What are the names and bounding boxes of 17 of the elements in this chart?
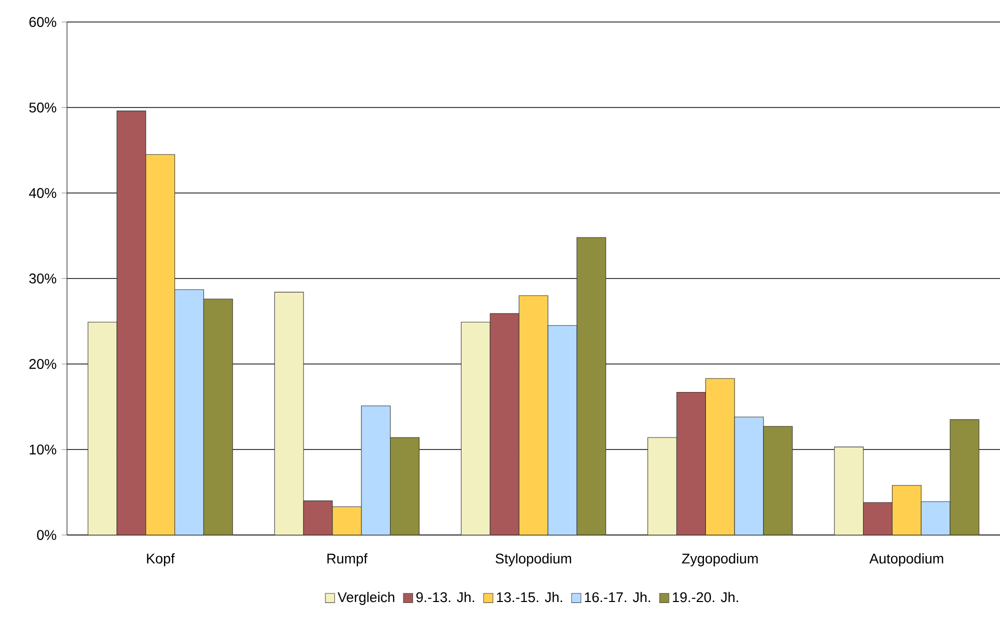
x-tick-label: Zygopodium — [682, 553, 758, 566]
x-tick-label: Stylopodium — [496, 553, 572, 566]
y-tick-label: 0% — [37, 530, 56, 540]
legend-label: 9.-13. Jh. — [416, 592, 474, 602]
y-tick-label: 60% — [29, 17, 56, 27]
y-tick-label: 30% — [29, 274, 56, 284]
x-tick-label: Autopodium — [869, 553, 944, 566]
legend-label: 19.-20. Jh. — [672, 592, 738, 602]
x-tick-label: Kopf — [147, 553, 175, 566]
y-tick-label: 10% — [30, 444, 56, 454]
y-tick-label: 50% — [29, 102, 56, 112]
x-tick-label: Rumpf — [327, 553, 368, 566]
legend-label: 13.-15. Jh. — [496, 592, 562, 602]
legend-label: Vergleich — [338, 592, 394, 605]
y-tick-label: 20% — [29, 359, 56, 369]
y-tick-label: 40% — [29, 188, 56, 198]
legend-label: 16.-17. Jh. — [584, 592, 650, 602]
